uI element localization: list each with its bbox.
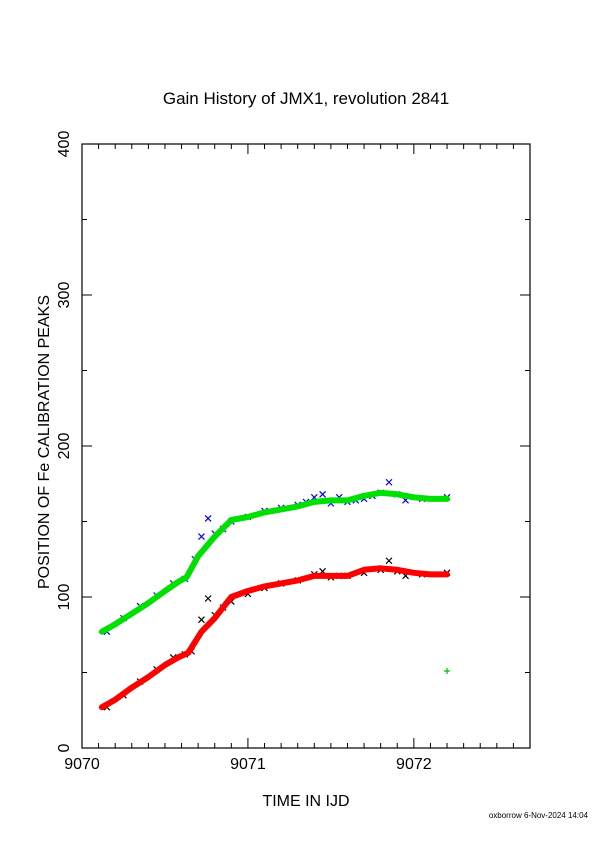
- series-layer: [98, 478, 451, 711]
- data-point: [444, 667, 451, 674]
- data-point: [198, 616, 205, 624]
- y-tick-label: 400: [56, 131, 73, 158]
- data-point: [204, 595, 212, 602]
- y-axis-title: POSITION OF Fe CALIBRATION PEAKS: [36, 295, 53, 589]
- data-point: [385, 478, 393, 486]
- plot-frame: [81, 143, 531, 749]
- chart-title: Gain History of JMX1, revolution 2841: [163, 89, 449, 108]
- x-tick-label: 9070: [64, 756, 100, 773]
- footer-timestamp: oxborrow 6-Nov-2024 14:04: [489, 811, 589, 820]
- y-tick-label: 200: [56, 433, 73, 460]
- series-line: [98, 489, 450, 635]
- y-tick-labels: 0 100 200 300 400: [56, 131, 73, 753]
- series-3: [103, 557, 451, 711]
- axis-ticks: [81, 143, 531, 749]
- x-tick-labels: 9070 9071 9072: [64, 756, 432, 773]
- series-1: [103, 478, 451, 636]
- y-tick-label: 0: [56, 743, 73, 752]
- series-5: [444, 667, 451, 674]
- data-point: [204, 515, 212, 522]
- y-tick-label: 100: [56, 584, 73, 611]
- series-2: [98, 489, 450, 635]
- x-tick-label: 9072: [396, 756, 432, 773]
- series-4: [98, 565, 450, 711]
- y-tick-label: 300: [56, 282, 73, 309]
- plot-area: [81, 143, 531, 749]
- data-point: [319, 490, 327, 498]
- x-axis-title: TIME IN IJD: [262, 793, 349, 810]
- data-point: [198, 533, 205, 541]
- data-point: [385, 557, 393, 565]
- series-line: [98, 565, 450, 711]
- x-tick-label: 9071: [230, 756, 266, 773]
